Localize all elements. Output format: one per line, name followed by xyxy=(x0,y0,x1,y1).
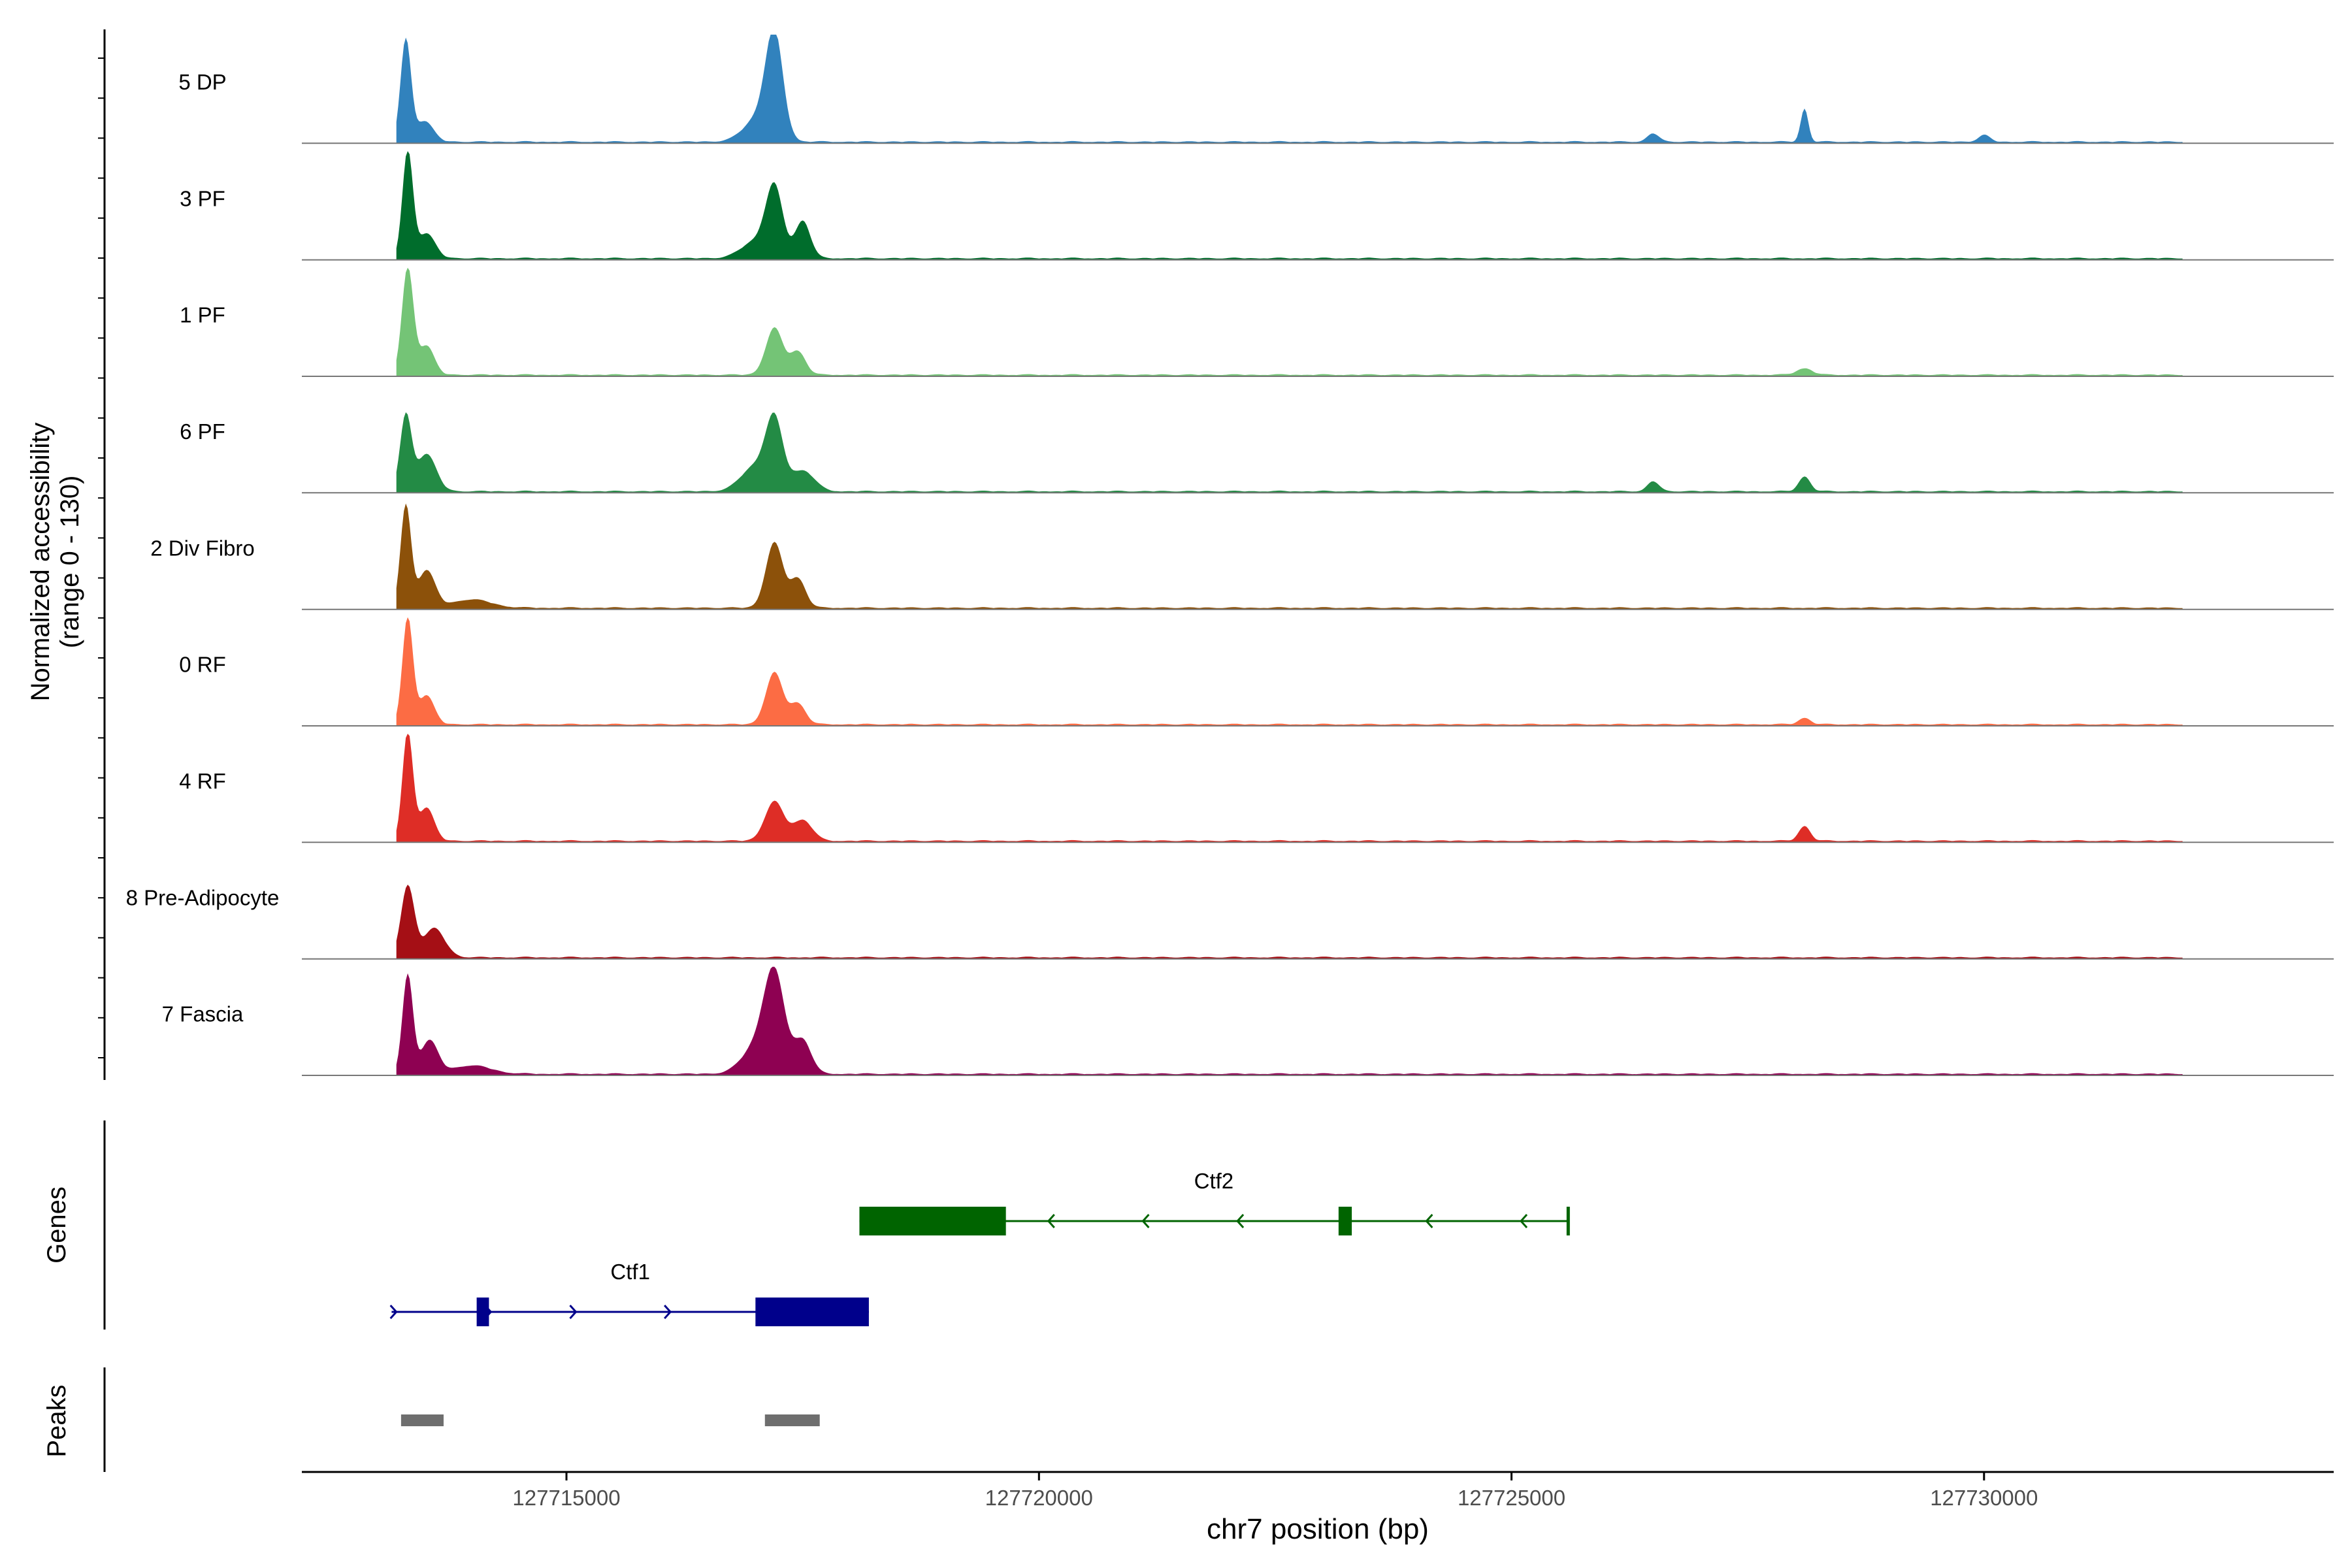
coverage-track: 8 Pre-Adipocyte xyxy=(126,885,2334,960)
x-axis-label: chr7 position (bp) xyxy=(1207,1513,1429,1545)
y-axis-label-line1: Normalized accessibility xyxy=(26,423,55,702)
x-tick-label: 127730000 xyxy=(1930,1486,2038,1510)
gene-annotations: Ctf2 Ctf1 xyxy=(389,1169,1570,1326)
strand-arrow xyxy=(1425,1213,1433,1229)
strand-arrow xyxy=(664,1304,672,1320)
gene-exon xyxy=(859,1207,1006,1235)
strand-arrow xyxy=(1141,1213,1150,1229)
coverage-track: 4 RF xyxy=(179,734,2334,843)
track-label: 2 Div Fibro xyxy=(150,536,255,560)
gene-exon xyxy=(1338,1207,1352,1235)
strand-arrow xyxy=(1236,1213,1245,1229)
track-label: 6 PF xyxy=(180,419,225,444)
strand-arrow xyxy=(569,1304,578,1320)
gene-exon xyxy=(755,1298,869,1326)
strand-arrow xyxy=(389,1304,398,1320)
x-axis: 127715000 127720000 127725000 127730000 xyxy=(512,1472,2038,1510)
y-axis-label: Normalized accessibility (range 0 - 130) xyxy=(26,423,84,702)
y-axis-label-line2: (range 0 - 130) xyxy=(56,476,84,649)
coverage-track: 2 Div Fibro xyxy=(150,503,2334,610)
x-tick-label: 127715000 xyxy=(512,1486,620,1510)
peak-region xyxy=(400,1414,444,1426)
track-label: 3 PF xyxy=(180,186,225,210)
track-label: 4 RF xyxy=(179,769,226,793)
track-label: 8 Pre-Adipocyte xyxy=(126,885,280,909)
x-tick-label: 127720000 xyxy=(985,1486,1093,1510)
coverage-track: 6 PF xyxy=(180,412,2334,494)
gene-name-label: Ctf2 xyxy=(1194,1169,1234,1193)
strand-arrow xyxy=(1047,1213,1055,1229)
coverage-track: 0 RF xyxy=(179,617,2334,727)
track-label: 1 PF xyxy=(180,303,225,327)
strand-arrow xyxy=(484,1304,493,1320)
track-label: 7 Fascia xyxy=(162,1002,244,1026)
coverage-track: 5 DP xyxy=(178,35,2334,144)
peak-region xyxy=(764,1414,820,1426)
x-tick-label: 127725000 xyxy=(1458,1486,1565,1510)
gene-name-label: Ctf1 xyxy=(610,1260,650,1284)
coverage-track: 3 PF xyxy=(180,151,2334,261)
coverage-y-ticks xyxy=(98,57,105,1058)
peaks-track-label: Peaks xyxy=(42,1384,71,1457)
peak-regions xyxy=(400,1414,820,1426)
track-label: 5 DP xyxy=(178,70,226,94)
coverage-tracks: 5 DP 3 PF 1 PF 6 PF 2 Div Fibro 0 RF 4 RF 8 Pre… xyxy=(126,35,2334,1076)
coverage-track: 1 PF xyxy=(180,267,2334,377)
genes-track-label: Genes xyxy=(42,1186,71,1264)
gene-exon xyxy=(476,1298,489,1326)
coverage-track: 7 Fascia xyxy=(162,966,2334,1076)
track-label: 0 RF xyxy=(179,653,226,677)
gene-model: Ctf1 xyxy=(389,1260,869,1326)
gene-model: Ctf2 xyxy=(859,1169,1570,1235)
strand-arrow xyxy=(1519,1213,1528,1229)
